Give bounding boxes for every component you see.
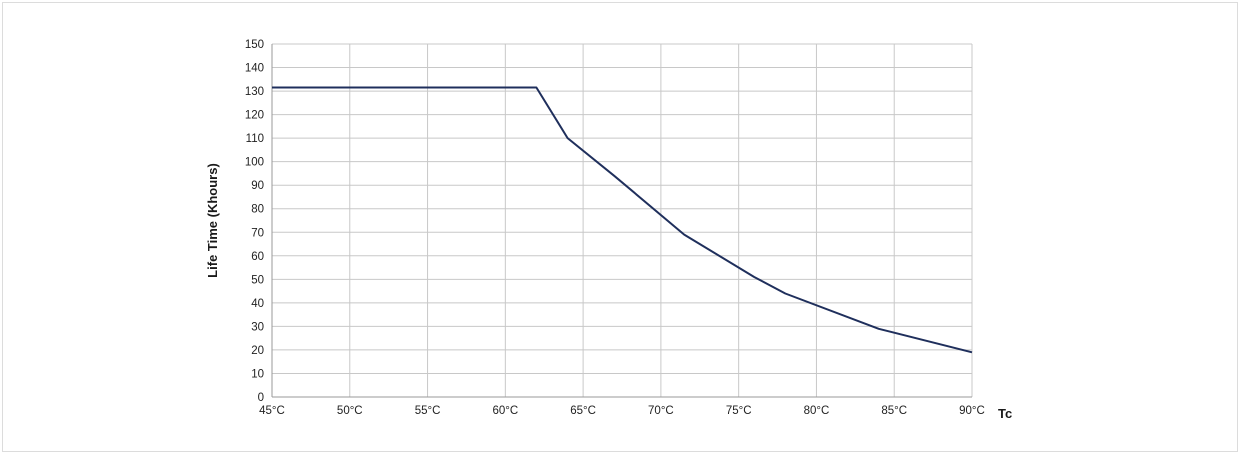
y-tick-label: 50 xyxy=(251,274,264,286)
axis-layer xyxy=(271,44,972,398)
x-tick-label: 60°C xyxy=(492,405,518,417)
y-tick-label: 80 xyxy=(251,204,264,216)
life-time-chart: 0 10 20 30 40 50 60 70 80 90 100 110 120 130 140 150 45°… xyxy=(205,39,1012,421)
y-axis-label: Life Time (Khours) xyxy=(205,163,220,278)
series-layer xyxy=(272,86,973,354)
y-tick-label: 150 xyxy=(245,39,264,51)
y-tick-label: 140 xyxy=(245,63,264,75)
y-tick-label: 70 xyxy=(251,227,264,239)
x-tick-label: 55°C xyxy=(415,405,441,417)
y-tick-label: 0 xyxy=(258,392,264,404)
x-tick-label: 90°C xyxy=(959,405,985,417)
x-tick-label: 45°C xyxy=(259,405,285,417)
y-tick-label: 20 xyxy=(251,345,264,357)
y-tick-label: 120 xyxy=(245,110,264,122)
y-tick-label: 100 xyxy=(245,157,264,169)
x-tick-label: 85°C xyxy=(881,405,907,417)
y-tick-label: 10 xyxy=(251,368,264,380)
x-tick-label: 70°C xyxy=(648,405,674,417)
series-line-0 xyxy=(272,86,973,354)
y-tick-label: 40 xyxy=(251,298,264,310)
y-tick-label: 30 xyxy=(251,321,264,333)
y-tick-label: 110 xyxy=(246,133,264,145)
grid-layer xyxy=(272,43,973,397)
x-tick-label: 65°C xyxy=(570,405,596,417)
label-layer: 0 10 20 30 40 50 60 70 80 90 100 110 120 130 140 150 45°… xyxy=(245,39,985,417)
x-axis-label: Tc xyxy=(998,406,1012,421)
x-tick-label: 50°C xyxy=(337,405,363,417)
x-tick-label: 80°C xyxy=(804,405,830,417)
y-tick-label: 90 xyxy=(251,180,264,192)
y-tick-label: 130 xyxy=(245,86,264,98)
y-tick-label: 60 xyxy=(251,251,264,263)
x-tick-label: 75°C xyxy=(726,405,752,417)
